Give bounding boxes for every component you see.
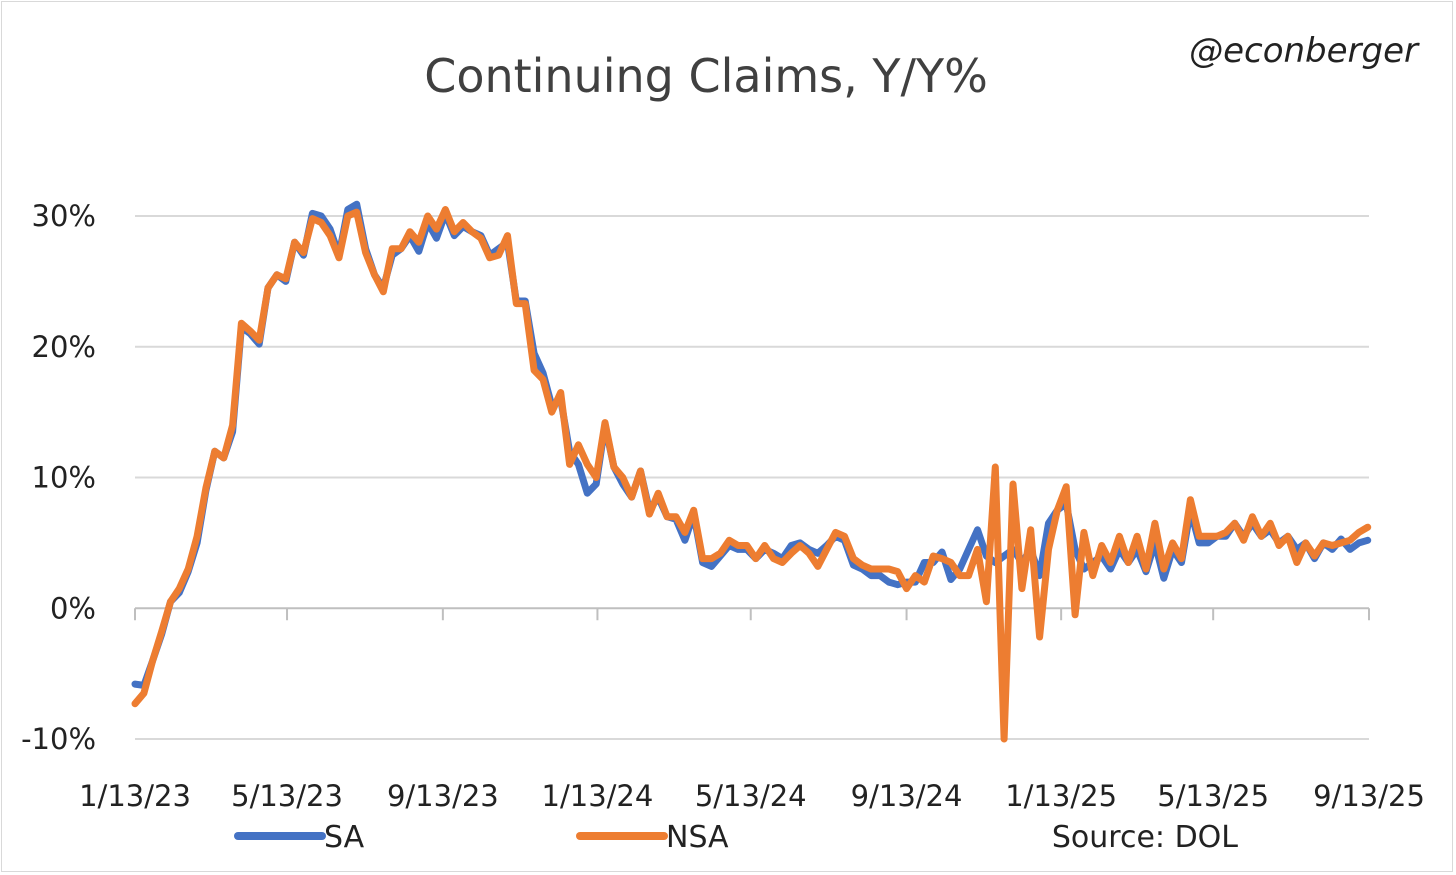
source-note: Source: DOL xyxy=(1052,820,1238,855)
series-line-nsa xyxy=(131,206,1372,743)
x-tick-label-3: 1/13/24 xyxy=(542,779,654,813)
y-tick-label-1: 0% xyxy=(50,591,96,625)
y-axis-ticks: -10% 0% 10% 20% 30% xyxy=(21,199,96,756)
legend: SA NSA xyxy=(234,820,729,855)
author-handle: @econberger xyxy=(1189,31,1420,71)
x-tick-label-7: 5/13/25 xyxy=(1157,779,1269,813)
x-tick-label-0: 1/13/23 xyxy=(79,779,191,813)
y-tick-label-2: 10% xyxy=(32,461,96,495)
x-tick-label-4: 5/13/24 xyxy=(695,779,807,813)
y-tick-label-0: -10% xyxy=(21,722,96,756)
chart-title: Continuing Claims, Y/Y% xyxy=(424,49,988,103)
x-tick-label-5: 9/13/24 xyxy=(851,779,963,813)
legend-nsa-label: NSA xyxy=(666,820,729,855)
x-axis: 1/13/23 5/13/23 9/13/23 1/13/24 5/13/24 9/13/… xyxy=(79,607,1425,813)
series-lines xyxy=(131,200,1372,743)
x-tick-label-8: 9/13/25 xyxy=(1313,779,1425,813)
x-tick-label-6: 1/13/25 xyxy=(1005,779,1117,813)
y-tick-label-3: 20% xyxy=(32,330,96,364)
legend-sa-label: SA xyxy=(324,820,365,855)
y-tick-label-4: 30% xyxy=(32,199,96,233)
x-tick-label-1: 5/13/23 xyxy=(231,779,343,813)
gridlines xyxy=(135,215,1369,740)
x-tick-label-2: 9/13/23 xyxy=(387,779,499,813)
